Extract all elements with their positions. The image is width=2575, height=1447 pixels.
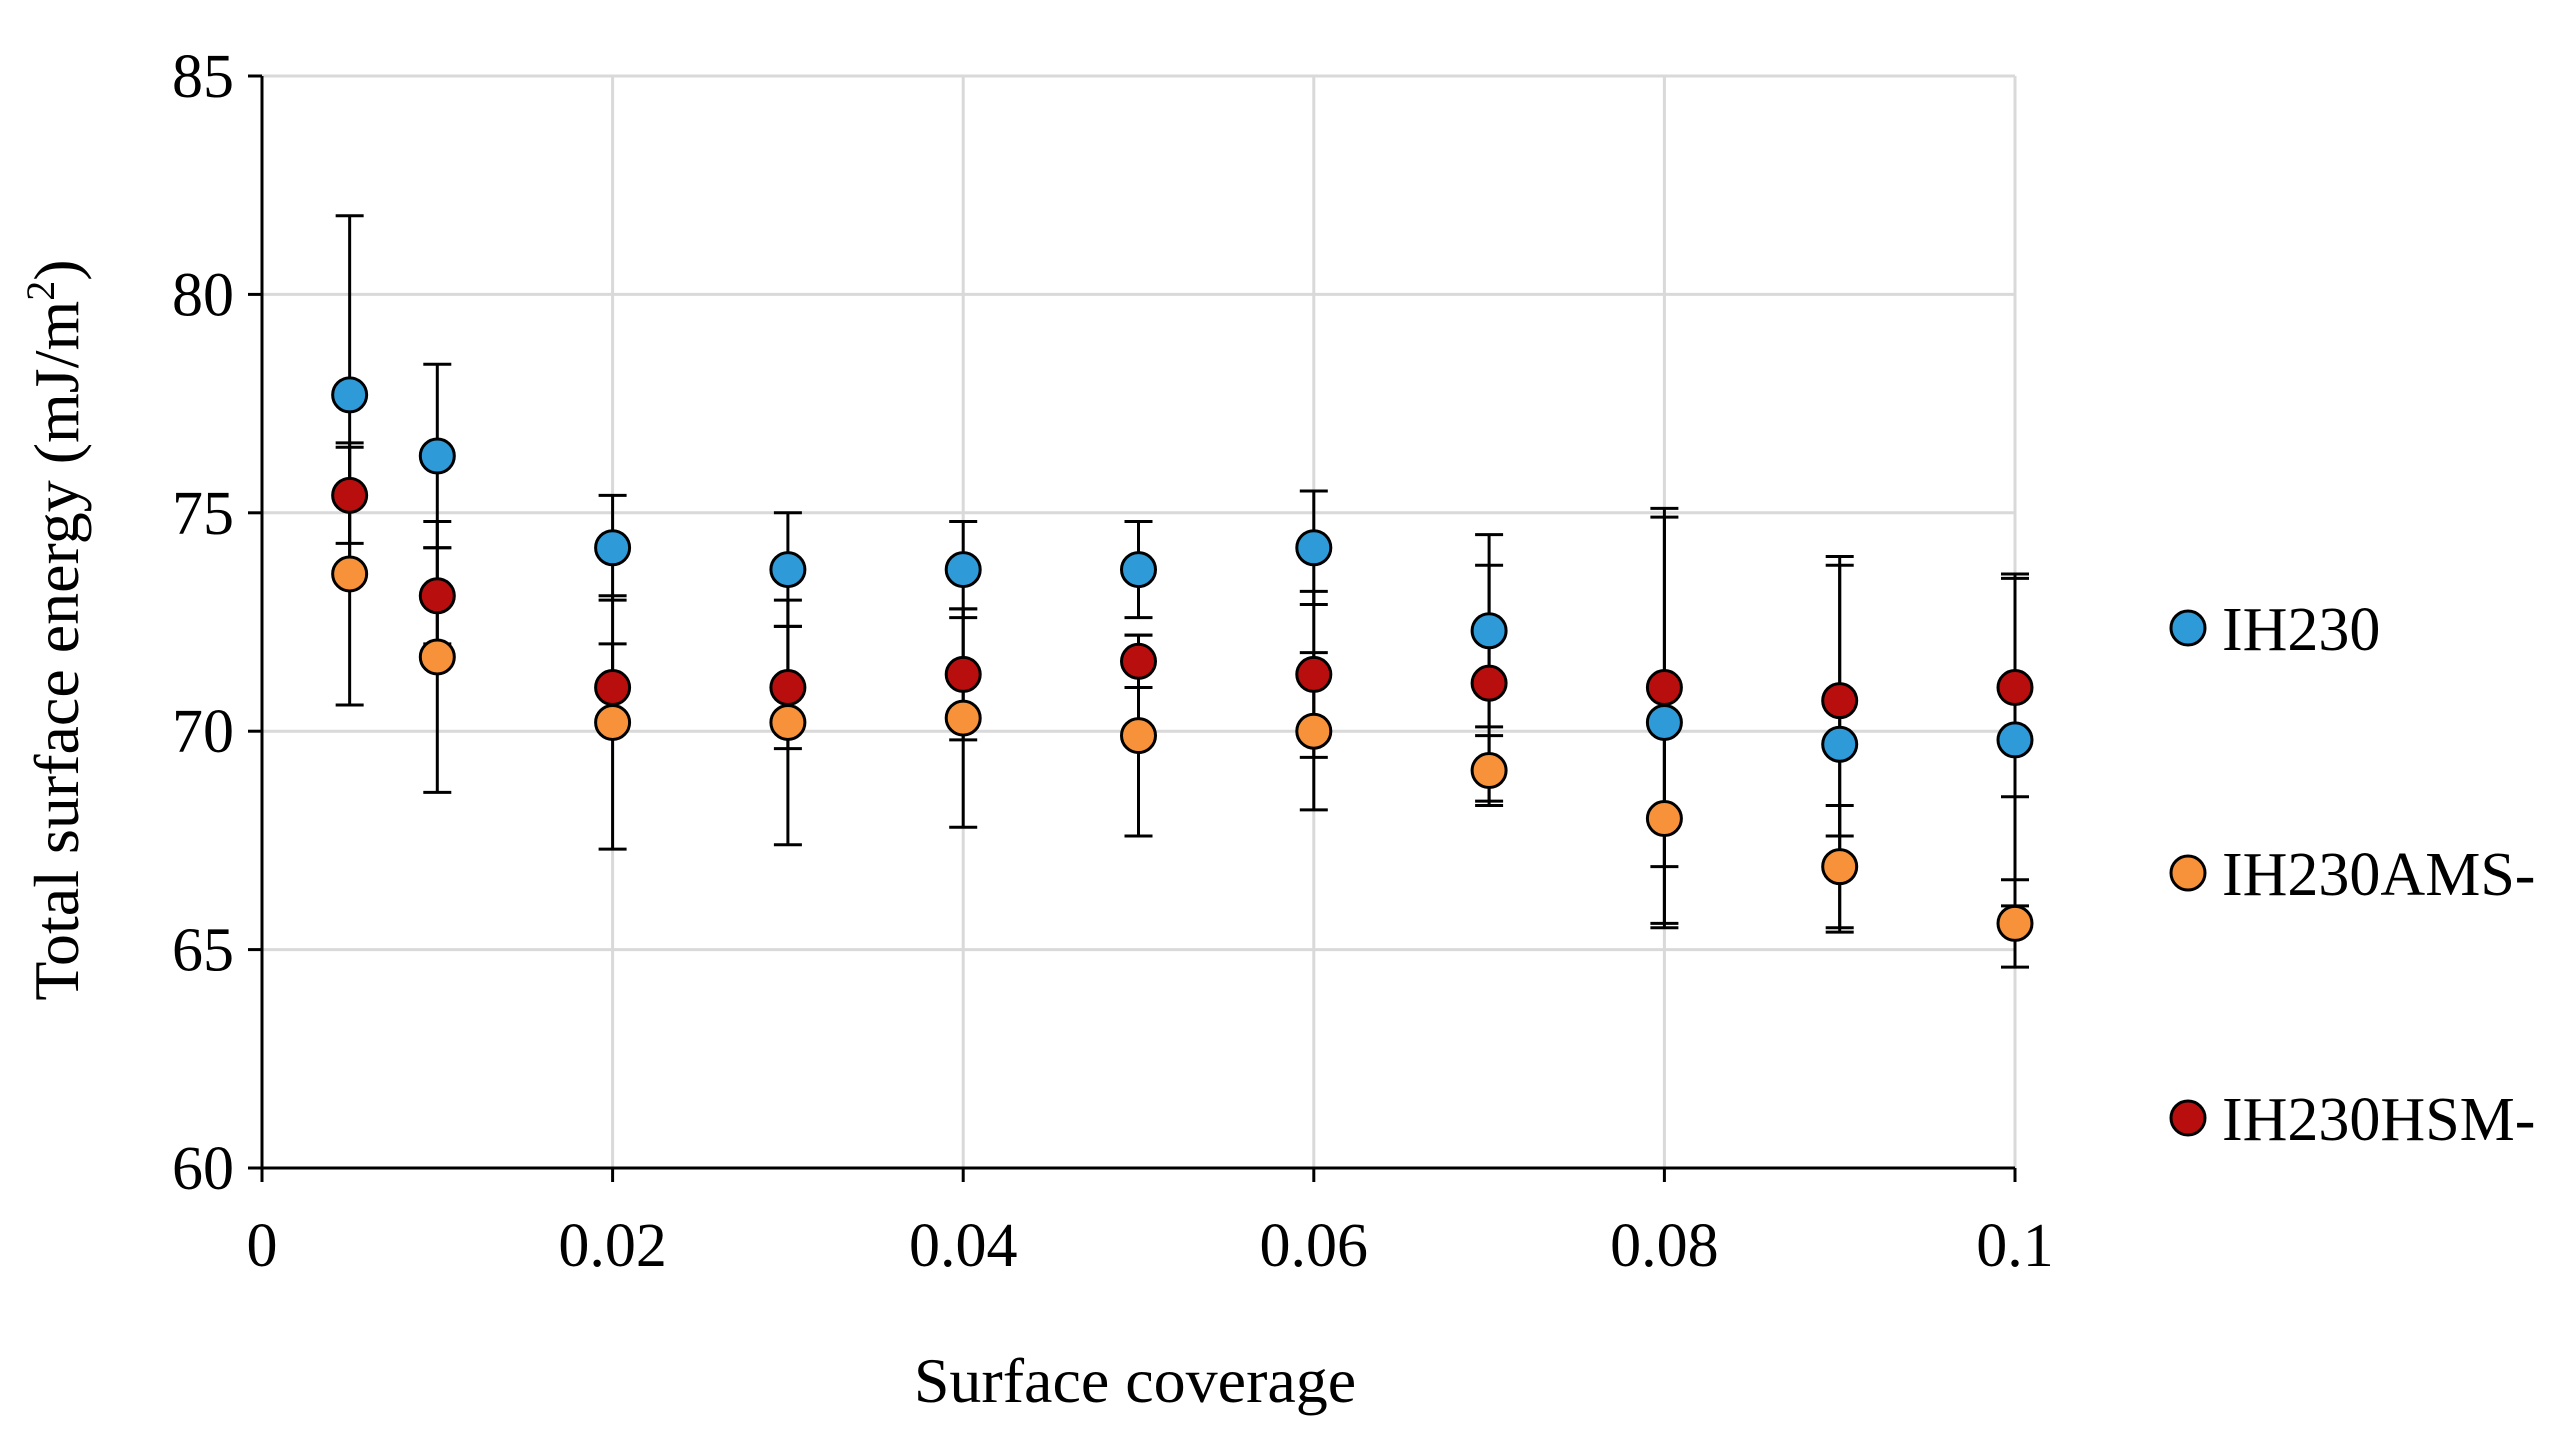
point-ih230ams [1470, 752, 1508, 790]
y-axis-title-main: Total surface energy (mJ/m [21, 301, 92, 1001]
point-ih230ams [594, 703, 632, 741]
x-tick-label: 0 [247, 1212, 278, 1280]
legend-item-ih230: IH230 [2169, 596, 2380, 664]
y-tick-label: 70 [172, 698, 234, 766]
point-ih230ams [1645, 800, 1683, 838]
point-ih230hsm [1295, 655, 1333, 693]
point-ih230hsm [1470, 664, 1508, 702]
point-ih230 [1821, 725, 1859, 763]
point-ih230ams [418, 638, 456, 676]
x-tick-label: 0.08 [1610, 1212, 1719, 1280]
legend-label: IH230AMS- [2222, 841, 2535, 909]
legend-marker [2169, 609, 2207, 647]
point-ih230 [594, 529, 632, 567]
legend-label: IH230HSM- [2222, 1086, 2535, 1154]
point-ih230 [1996, 721, 2034, 759]
point-ih230ams [1996, 904, 2034, 942]
grid [262, 74, 2017, 1170]
y-tick-label: 85 [172, 43, 234, 111]
y-tick-label: 80 [172, 261, 234, 329]
x-tick-label: 0.04 [909, 1212, 1018, 1280]
point-ih230ams [331, 555, 369, 593]
axes [248, 74, 2017, 1182]
point-ih230 [769, 551, 807, 589]
point-ih230hsm [944, 655, 982, 693]
y-tick-label: 60 [172, 1135, 234, 1203]
data-points [331, 376, 2034, 942]
point-ih230hsm [1645, 669, 1683, 707]
legend-item-ih230hsm: IH230HSM- [2169, 1086, 2535, 1154]
point-ih230 [331, 376, 369, 414]
point-ih230ams [1295, 712, 1333, 750]
x-tick-label: 0.06 [1260, 1212, 1369, 1280]
y-tick-label: 75 [172, 480, 234, 548]
point-ih230ams [769, 703, 807, 741]
point-ih230hsm [1821, 682, 1859, 720]
legend-item-ih230ams: IH230AMS- [2169, 841, 2535, 909]
y-axis-title-close: ) [21, 259, 92, 280]
point-ih230 [1470, 612, 1508, 650]
point-ih230 [944, 551, 982, 589]
legend-label: IH230 [2222, 596, 2380, 664]
point-ih230ams [1120, 717, 1157, 755]
point-ih230ams [944, 699, 982, 737]
point-ih230 [1295, 529, 1333, 567]
point-ih230 [418, 437, 456, 475]
point-ih230hsm [769, 669, 807, 707]
y-axis-title: Total surface energy (mJ/m2) [18, 259, 92, 1000]
legend-marker [2169, 854, 2207, 892]
y-tick-label: 65 [172, 917, 234, 985]
point-ih230hsm [418, 577, 456, 615]
error-bars [335, 214, 2029, 969]
x-axis-title: Surface coverage [914, 1345, 1356, 1416]
x-tick-label: 0.02 [558, 1212, 667, 1280]
legend: IH230 IH230AMS- IH230HSM- [2169, 596, 2535, 1154]
point-ih230 [1120, 551, 1157, 589]
point-ih230hsm [1120, 642, 1157, 680]
point-ih230 [1645, 703, 1683, 741]
point-ih230ams [1821, 848, 1859, 886]
tick-labels: 60 65 70 75 80 85 0 0.02 0.04 0.06 0.08 0.1 [172, 43, 2054, 1280]
legend-marker [2169, 1099, 2207, 1137]
x-tick-label: 0.1 [1976, 1212, 2054, 1280]
point-ih230hsm [331, 476, 369, 514]
point-ih230hsm [594, 669, 632, 707]
point-ih230hsm [1996, 669, 2034, 707]
y-axis-title-superscript: 2 [18, 281, 63, 301]
